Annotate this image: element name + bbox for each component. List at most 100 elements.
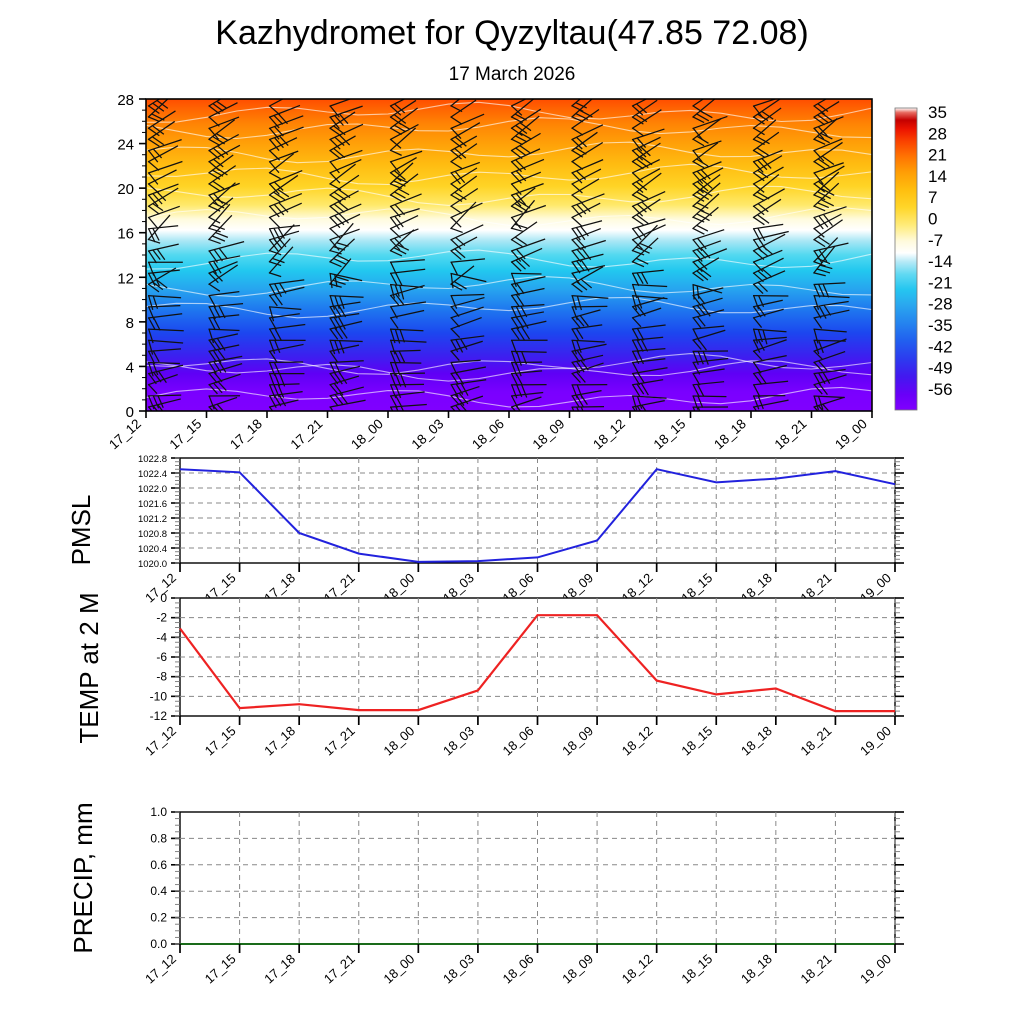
cross-section-x-tick-label: 18_21 bbox=[772, 416, 810, 452]
contour-line bbox=[146, 353, 872, 375]
wind-barb bbox=[813, 339, 846, 355]
contour-line bbox=[146, 117, 872, 140]
wind-barb bbox=[813, 328, 847, 344]
x-tick-label: 18_09 bbox=[559, 723, 596, 758]
colorbar-tick-label: 35 bbox=[928, 103, 947, 122]
wind-barb bbox=[389, 123, 419, 149]
wind-barb bbox=[752, 364, 787, 385]
wind-barb bbox=[752, 149, 783, 173]
wind-barb bbox=[329, 222, 354, 255]
wind-barb bbox=[450, 99, 463, 113]
wind-barb bbox=[208, 302, 244, 320]
wind-barb bbox=[813, 165, 845, 193]
wind-barb bbox=[510, 99, 528, 116]
x-tick-label: 18_18 bbox=[738, 723, 775, 758]
wind-barb bbox=[510, 132, 541, 160]
wind-barb bbox=[571, 324, 603, 342]
wind-barb bbox=[450, 379, 487, 397]
wind-barb bbox=[147, 348, 182, 365]
wind-barb bbox=[692, 182, 721, 212]
wind-barb bbox=[571, 384, 608, 399]
wind-barb bbox=[147, 225, 179, 243]
wind-barb bbox=[208, 291, 240, 308]
colorbar-tick-label: -7 bbox=[928, 231, 943, 250]
wind-barb bbox=[208, 197, 234, 224]
wind-barb bbox=[268, 339, 306, 354]
wind-barb bbox=[692, 368, 725, 386]
wind-barb bbox=[692, 325, 725, 342]
wind-barb bbox=[571, 202, 601, 228]
wind-barb bbox=[752, 99, 778, 119]
wind-barb bbox=[389, 207, 420, 230]
wind-barb bbox=[692, 140, 722, 163]
colorbar-tick-label: 28 bbox=[928, 124, 947, 143]
wind-barb bbox=[631, 295, 668, 311]
colorbar-tick-label: 14 bbox=[928, 167, 947, 186]
wind-barb bbox=[389, 349, 421, 365]
wind-barb bbox=[329, 158, 362, 184]
wind-barb bbox=[147, 205, 180, 230]
cross-section-x-tick-label: 19_00 bbox=[832, 416, 870, 452]
wind-barb bbox=[147, 364, 184, 385]
wind-barb bbox=[692, 257, 720, 282]
wind-barb bbox=[752, 198, 782, 226]
wind-barb bbox=[813, 219, 843, 248]
pmsl-axis-title: PMSL bbox=[66, 495, 96, 566]
contour-line bbox=[146, 185, 872, 206]
wind-barb bbox=[692, 297, 723, 317]
wind-barb bbox=[510, 108, 542, 137]
contour-line bbox=[146, 206, 872, 226]
wind-barb bbox=[813, 116, 844, 140]
wind-barb bbox=[329, 320, 363, 340]
wind-barb bbox=[450, 272, 487, 289]
cross-section-y-tick-label: 20 bbox=[117, 181, 134, 198]
wind-barb bbox=[510, 350, 547, 366]
wind-barb bbox=[389, 372, 425, 388]
wind-barb bbox=[571, 343, 607, 363]
wind-barb bbox=[329, 386, 364, 407]
x-tick-label: 18_00 bbox=[380, 951, 417, 986]
cross-section-x-tick-label: 18_00 bbox=[348, 416, 386, 452]
wind-barb bbox=[147, 160, 183, 185]
pmsl-series-line bbox=[179, 468, 896, 563]
colorbar-tick-label: -56 bbox=[928, 380, 953, 399]
wind-barb bbox=[268, 224, 301, 243]
x-tick-label: 18_21 bbox=[798, 951, 835, 986]
wind-barb bbox=[510, 158, 545, 184]
temp-series-line bbox=[179, 614, 895, 713]
y-tick-label: -12 bbox=[150, 709, 168, 723]
wind-barb bbox=[329, 163, 356, 191]
wind-barb bbox=[450, 316, 482, 338]
pmsl-panel: 1020.0 1020.4 1020.8 1021.2 1021.6 1022.0 1022… bbox=[66, 454, 904, 605]
wind-barb bbox=[571, 220, 603, 241]
wind-barb bbox=[329, 238, 355, 268]
wind-barb bbox=[813, 206, 847, 230]
wind-barb bbox=[510, 183, 544, 207]
wind-barb bbox=[510, 303, 545, 320]
wind-barb bbox=[450, 258, 486, 275]
y-tick-label: 1021.6 bbox=[138, 499, 167, 510]
x-tick-label: 18_03 bbox=[440, 951, 477, 986]
page-title: Kazhydromet for Qyzyltau(47.85 72.08) bbox=[215, 14, 809, 52]
contour-line bbox=[146, 275, 872, 298]
wind-barb bbox=[450, 202, 483, 228]
wind-barb bbox=[329, 213, 361, 239]
temp-axis-title: TEMP at 2 M bbox=[74, 592, 104, 743]
wind-barb bbox=[752, 295, 789, 310]
contour-line bbox=[146, 296, 872, 319]
wind-barb bbox=[692, 381, 725, 398]
wind-barb bbox=[208, 144, 241, 171]
wind-barb bbox=[329, 105, 363, 129]
wind-barb bbox=[510, 339, 548, 354]
cross-section-x-axis: 17_12 17_15 17_18 17_21 18_00 18_03 18_06 18_09… bbox=[106, 411, 873, 452]
wind-barb bbox=[329, 99, 352, 118]
wind-barb bbox=[208, 116, 240, 140]
wind-barb bbox=[510, 247, 543, 272]
x-tick-label: 17_18 bbox=[261, 723, 298, 758]
wind-barb bbox=[450, 306, 484, 328]
wind-barb bbox=[268, 246, 294, 278]
wind-barb bbox=[813, 162, 844, 185]
